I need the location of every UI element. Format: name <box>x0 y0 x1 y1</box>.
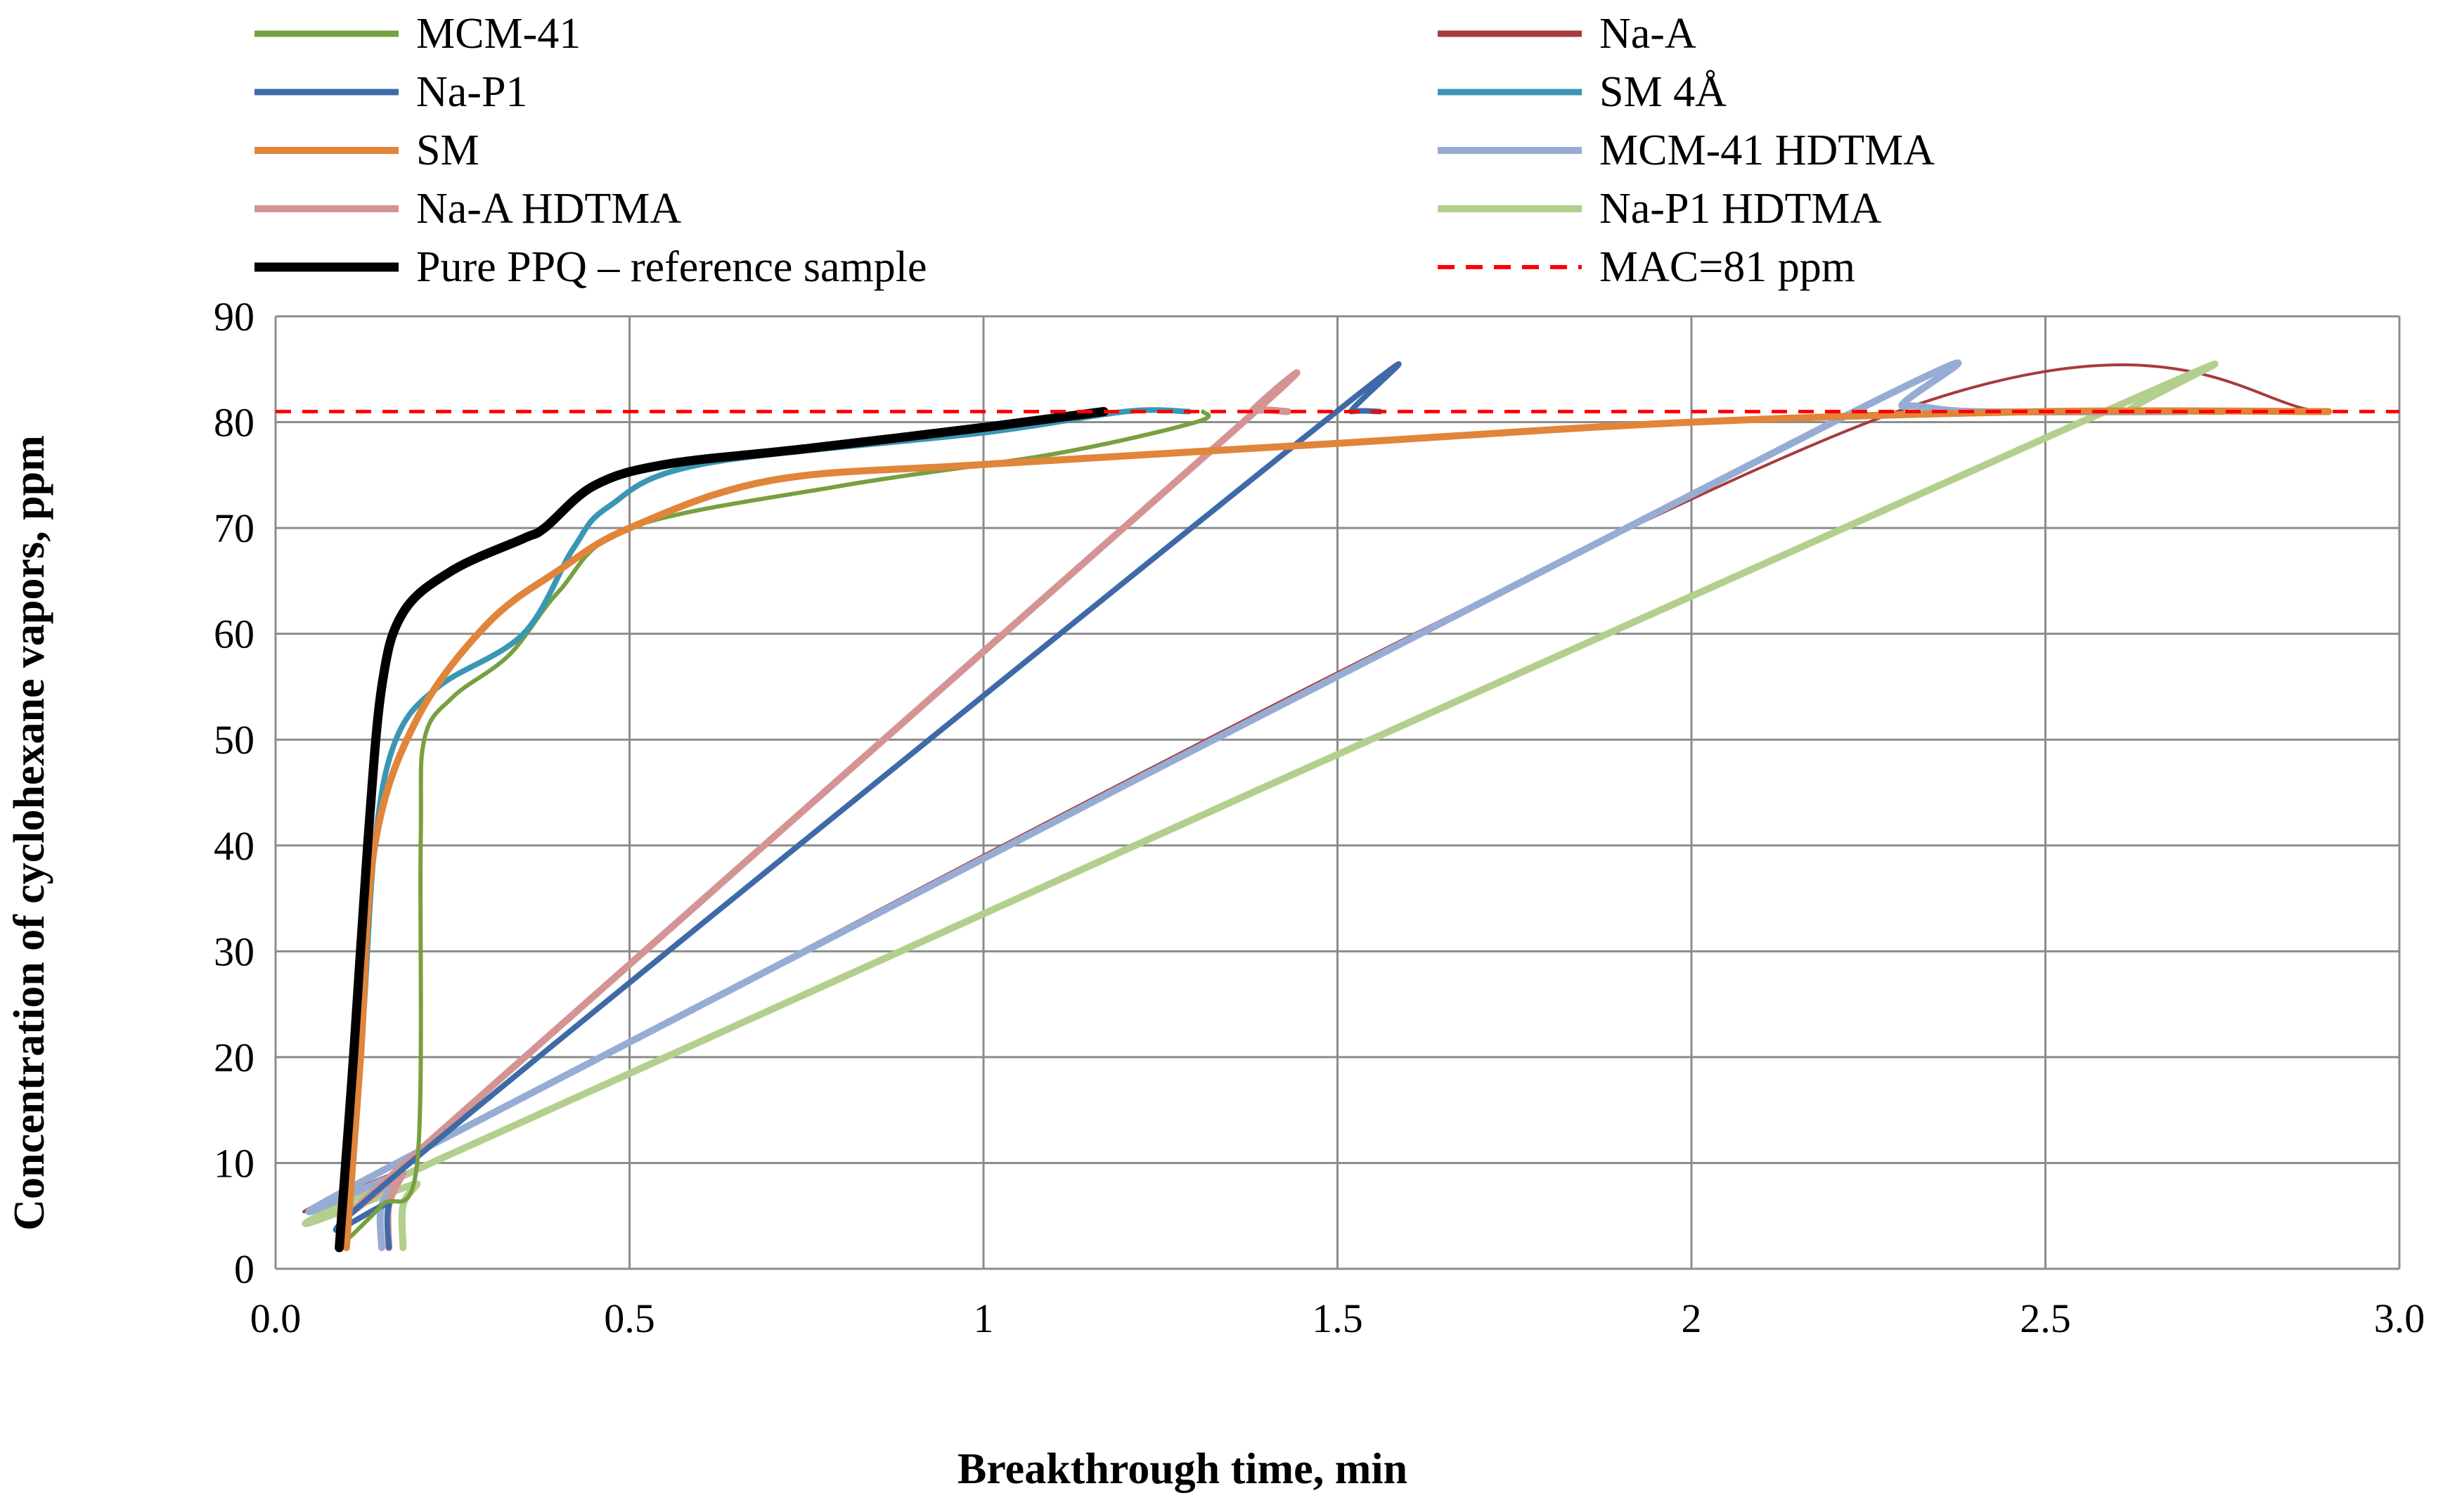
legend-label: SM <box>416 127 479 174</box>
series-layer <box>276 359 2399 1253</box>
y-tick-label: 10 <box>214 1140 254 1186</box>
legend-label: MCM-41 <box>416 10 581 58</box>
legend-label: MAC=81 ppm <box>1599 243 1855 291</box>
y-axis-title: Concentration of cyclohexane vapors, ppm <box>6 435 53 1230</box>
y-tick-label: 0 <box>234 1246 254 1292</box>
legend-label: MCM-41 HDTMA <box>1599 127 1935 174</box>
series-line-na-a <box>349 369 1301 1251</box>
series-line-na-p1 <box>333 361 1402 1251</box>
legend-label: Pure PPQ – reference sample <box>416 243 927 291</box>
x-tick-label: 0.5 <box>604 1295 655 1341</box>
legend-label: Na-P1 <box>416 68 527 116</box>
y-tick-label: 40 <box>214 823 254 869</box>
legend-label: SM 4Å <box>1599 68 1727 116</box>
tick-labels: 0 10 20 30 40 50 60 70 80 90 0.0 0.5 1 1.5 2 2.5 3.0 <box>214 294 2425 1341</box>
x-tick-label: 2.5 <box>2020 1295 2071 1341</box>
legend: MCM-41 Na-A Na-P1 SM 4Å SM MCM-41 HDTMA Na-A H… <box>254 10 1935 291</box>
y-tick-label: 90 <box>214 294 254 340</box>
y-tick-label: 30 <box>214 929 254 974</box>
x-tick-label: 3.0 <box>2374 1295 2425 1341</box>
y-tick-label: 60 <box>214 612 254 657</box>
series-line-pure <box>335 407 1109 1253</box>
x-tick-label: 2 <box>1682 1295 1702 1341</box>
series-line-mcm-41 <box>337 409 1211 1250</box>
y-tick-label: 80 <box>214 400 254 446</box>
legend-label: Na-A HDTMA <box>416 185 681 233</box>
x-tick-label: 0.0 <box>250 1295 302 1341</box>
series-line-na-p1 <box>302 361 2226 1251</box>
y-tick-label: 20 <box>214 1035 254 1080</box>
legend-label: Na-P1 HDTMA <box>1599 185 1881 233</box>
x-tick-label: 1 <box>974 1295 994 1341</box>
y-tick-label: 50 <box>214 717 254 763</box>
x-axis-title: Breakthrough time, min <box>958 1445 1407 1493</box>
legend-label: Na-A <box>1599 10 1696 58</box>
y-tick-label: 70 <box>214 505 254 551</box>
x-tick-label: 1.5 <box>1312 1295 1363 1341</box>
series-line-sm <box>342 407 2333 1251</box>
